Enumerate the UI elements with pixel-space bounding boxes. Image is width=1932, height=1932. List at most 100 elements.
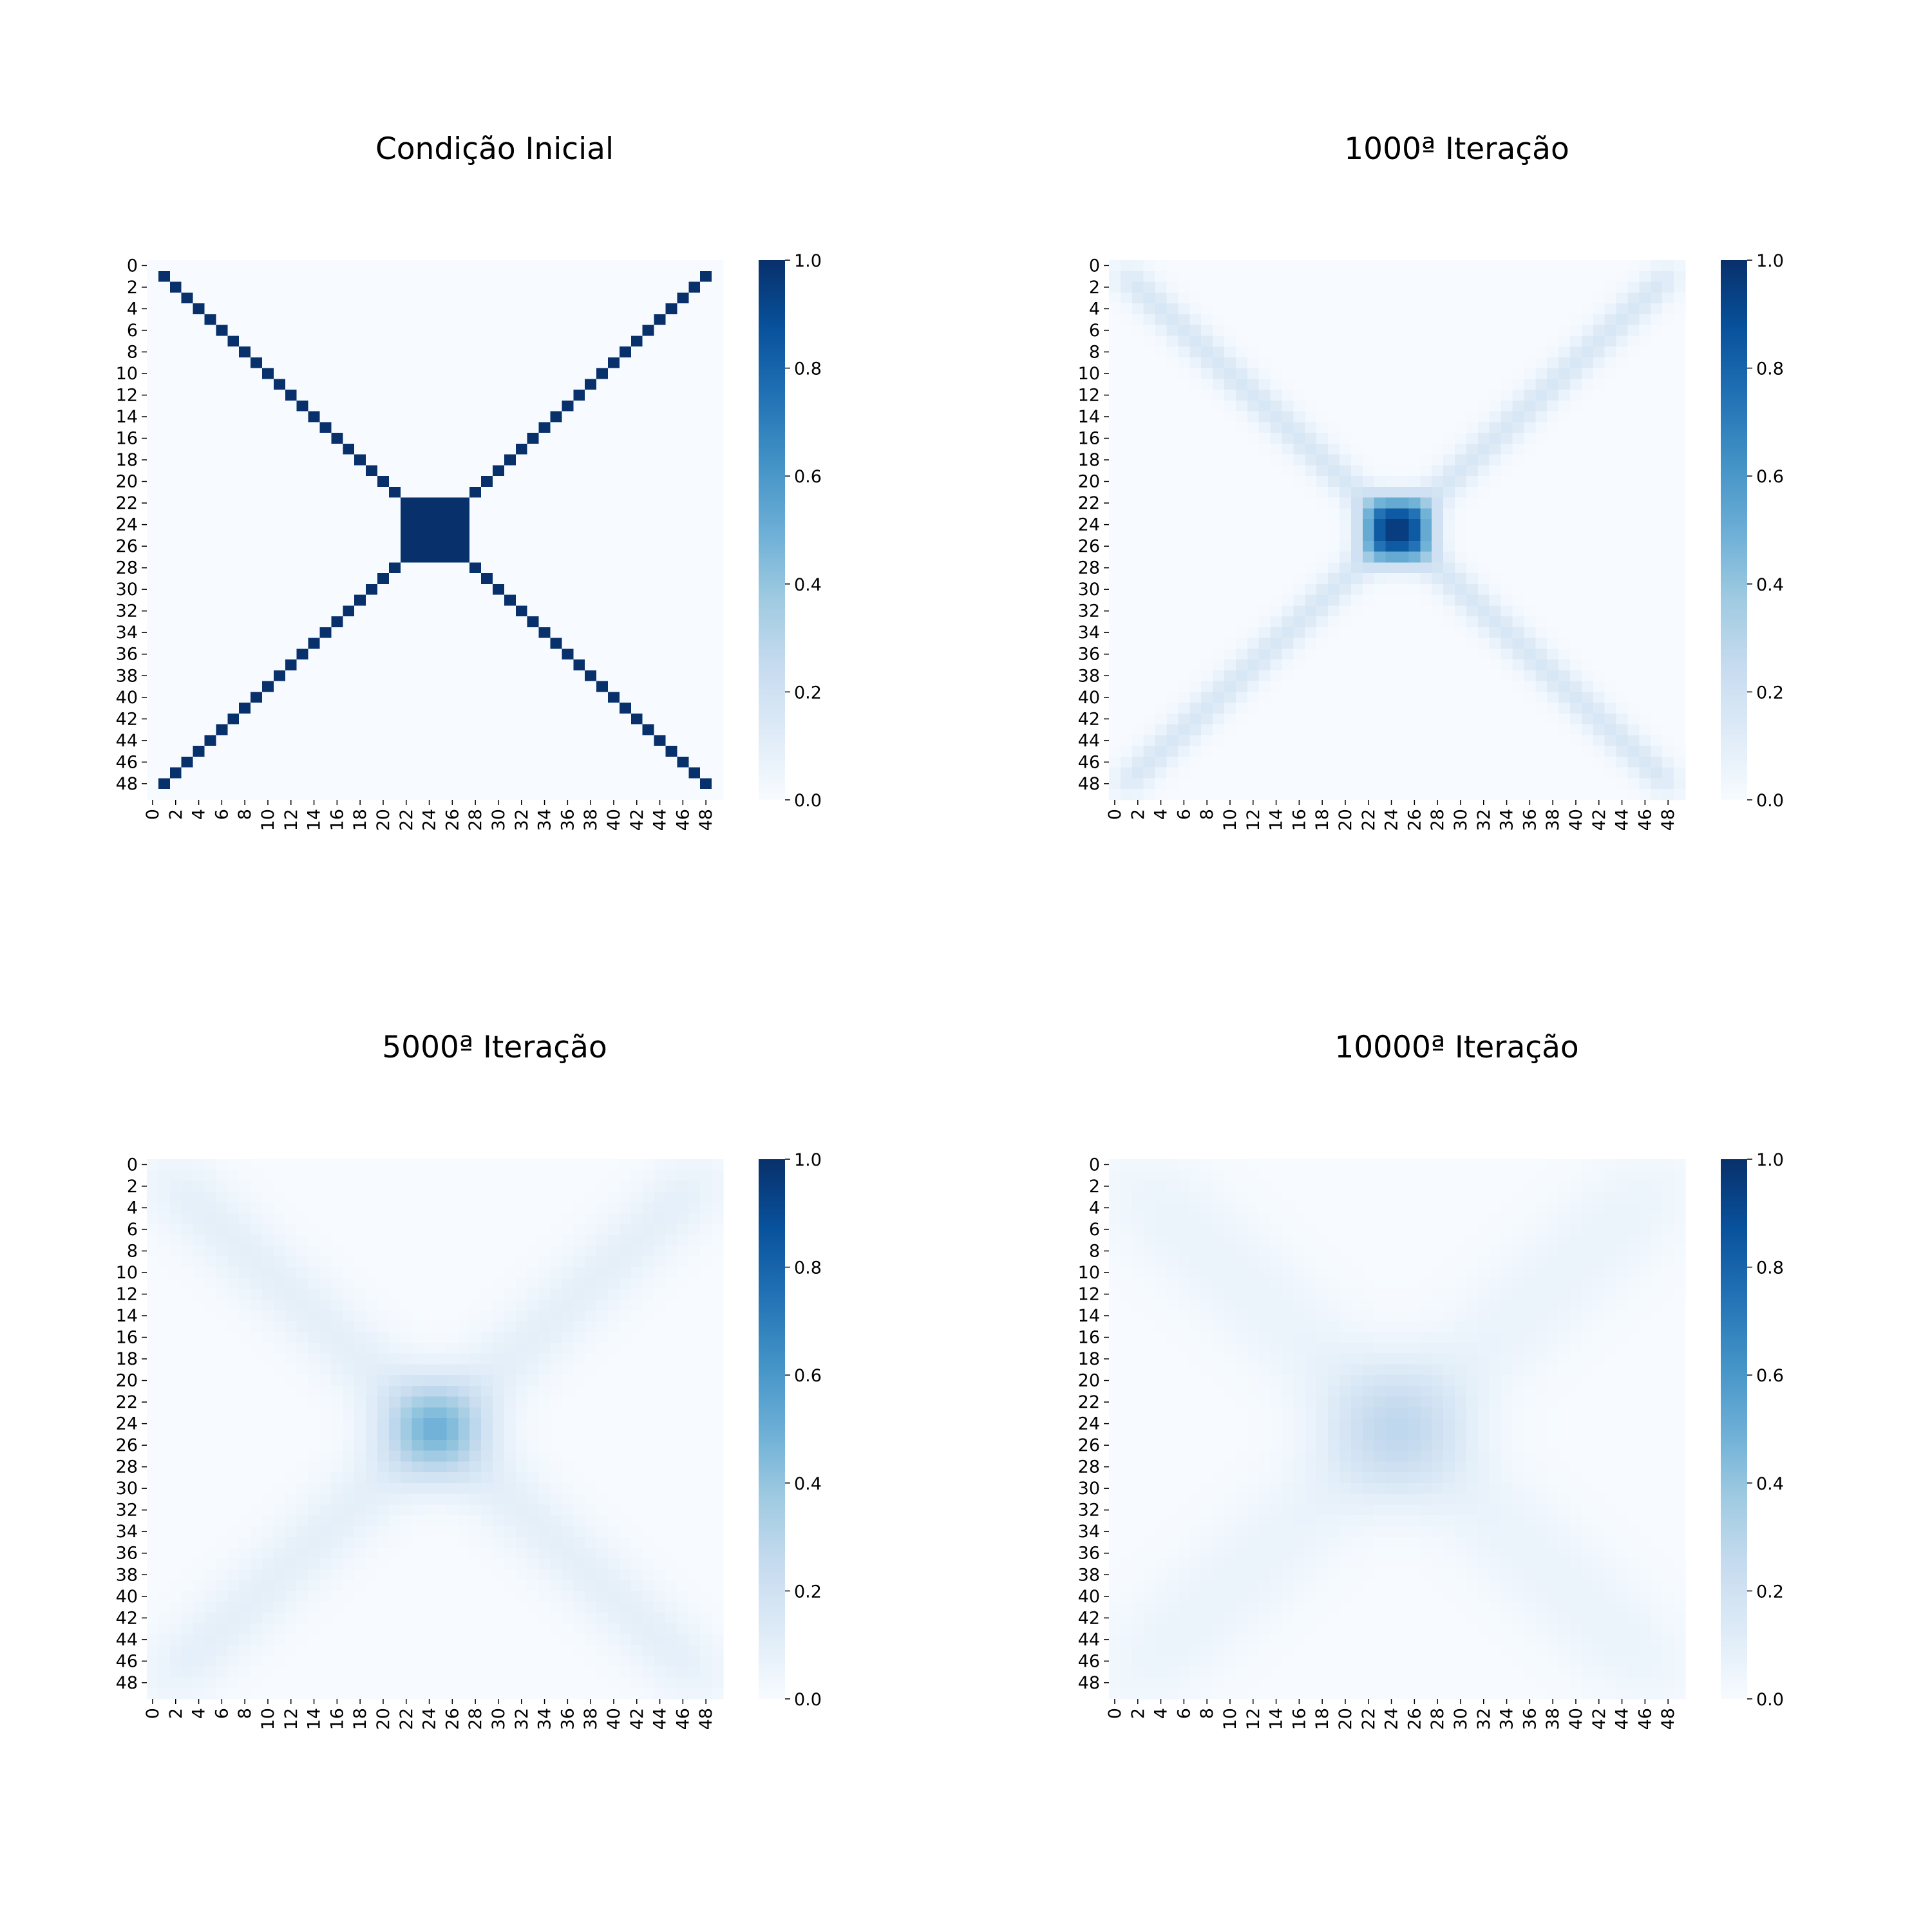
heatmap-cell xyxy=(1432,659,1444,671)
heatmap-cell xyxy=(1362,336,1375,347)
heatmap-cell xyxy=(481,681,493,692)
heatmap-cell xyxy=(1443,325,1455,336)
heatmap-cell xyxy=(1362,659,1375,671)
heatmap-cell xyxy=(1489,443,1502,455)
heatmap-cell xyxy=(273,260,286,272)
heatmap-cell xyxy=(227,379,240,390)
heatmap-cell xyxy=(481,390,493,401)
heatmap-cell xyxy=(400,735,413,746)
heatmap-cell xyxy=(515,314,528,326)
heatmap-cell xyxy=(147,292,159,304)
heatmap-cell xyxy=(1374,390,1387,401)
heatmap-cell xyxy=(435,519,447,531)
heatmap-cell xyxy=(1535,443,1548,455)
heatmap-cell xyxy=(1489,573,1502,585)
heatmap-cell xyxy=(158,767,171,779)
heatmap-cell xyxy=(1166,325,1179,336)
heatmap-cell xyxy=(1512,670,1524,682)
heatmap-cell xyxy=(562,594,574,606)
heatmap-cell xyxy=(296,724,309,736)
heatmap-cell xyxy=(308,627,321,639)
heatmap-cell xyxy=(619,649,632,660)
heatmap-cell xyxy=(1408,346,1421,358)
heatmap-cell xyxy=(642,270,655,283)
heatmap-cell xyxy=(1397,400,1409,412)
heatmap-cell xyxy=(1247,357,1260,369)
heatmap-cell xyxy=(1282,692,1294,703)
heatmap-cell xyxy=(608,703,620,714)
heatmap-cell xyxy=(1662,325,1674,336)
heatmap-cell xyxy=(1443,746,1455,757)
heatmap-cell xyxy=(1570,649,1582,660)
heatmap-cell xyxy=(251,314,263,326)
heatmap-cell xyxy=(181,789,194,800)
heatmap-cell xyxy=(388,735,401,746)
heatmap-cell xyxy=(1132,756,1144,768)
heatmap-cell xyxy=(619,724,632,736)
heatmap-cell xyxy=(1235,497,1248,509)
heatmap-cell xyxy=(712,756,724,768)
heatmap-cell xyxy=(1178,605,1190,617)
y-tick-label: 6 xyxy=(127,321,138,341)
heatmap-cell xyxy=(1489,756,1502,768)
heatmap-cell xyxy=(169,692,182,703)
heatmap-cell xyxy=(285,627,298,639)
heatmap-cell xyxy=(1178,314,1190,326)
heatmap-cell xyxy=(1558,368,1571,379)
heatmap-cell xyxy=(1293,767,1305,779)
heatmap-cell xyxy=(1270,433,1283,444)
heatmap-cell xyxy=(1616,562,1629,574)
heatmap-cell xyxy=(538,400,551,412)
heatmap-cell xyxy=(366,594,378,606)
heatmap-cell xyxy=(1627,292,1640,304)
heatmap-cell xyxy=(423,422,436,433)
heatmap-cell xyxy=(1466,540,1479,553)
heatmap-cell xyxy=(239,508,251,520)
heatmap-cell xyxy=(262,735,274,746)
heatmap-cell xyxy=(1362,540,1375,553)
heatmap-cell xyxy=(400,767,413,779)
heatmap-cell xyxy=(343,659,355,671)
heatmap-cell xyxy=(1674,443,1686,455)
heatmap-cell xyxy=(596,627,609,639)
heatmap-cell xyxy=(319,497,332,509)
heatmap-cell xyxy=(262,649,274,660)
heatmap-cell xyxy=(1397,573,1409,585)
heatmap-cell xyxy=(608,465,620,477)
heatmap-cell xyxy=(1489,659,1502,671)
heatmap-cell xyxy=(608,540,620,553)
heatmap-cell xyxy=(1143,724,1156,736)
heatmap-cell xyxy=(1651,573,1663,585)
heatmap-cell xyxy=(1350,292,1363,304)
heatmap-cell xyxy=(251,390,263,401)
heatmap-cell xyxy=(1397,594,1409,606)
heatmap-cell xyxy=(1166,346,1179,358)
heatmap-cell xyxy=(446,433,459,444)
heatmap-cell xyxy=(1616,303,1629,315)
heatmap-cell xyxy=(343,454,355,466)
y-tick-label: 30 xyxy=(116,580,138,600)
heatmap-cell xyxy=(1477,735,1490,746)
heatmap-cell xyxy=(1466,627,1479,639)
heatmap-cell xyxy=(412,573,424,585)
heatmap-cell xyxy=(1639,703,1651,714)
heatmap-cell xyxy=(251,281,263,293)
heatmap-cell xyxy=(1213,508,1225,520)
heatmap-cell xyxy=(193,616,205,628)
heatmap-cell xyxy=(193,551,205,563)
heatmap-cell xyxy=(239,735,251,746)
heatmap-cell xyxy=(493,476,505,488)
heatmap-cell xyxy=(630,703,643,714)
heatmap-cell xyxy=(481,379,493,390)
heatmap-cell xyxy=(573,605,585,617)
heatmap-cell xyxy=(1235,411,1248,422)
heatmap-cell xyxy=(700,465,712,477)
heatmap-cell xyxy=(562,422,574,433)
heatmap-cell xyxy=(1247,443,1260,455)
heatmap-cell xyxy=(1581,659,1594,671)
heatmap-cell xyxy=(1340,627,1352,639)
heatmap-cell xyxy=(1501,551,1513,563)
heatmap-cell xyxy=(562,465,574,477)
heatmap-cell xyxy=(504,594,516,606)
heatmap-cell xyxy=(642,692,655,703)
